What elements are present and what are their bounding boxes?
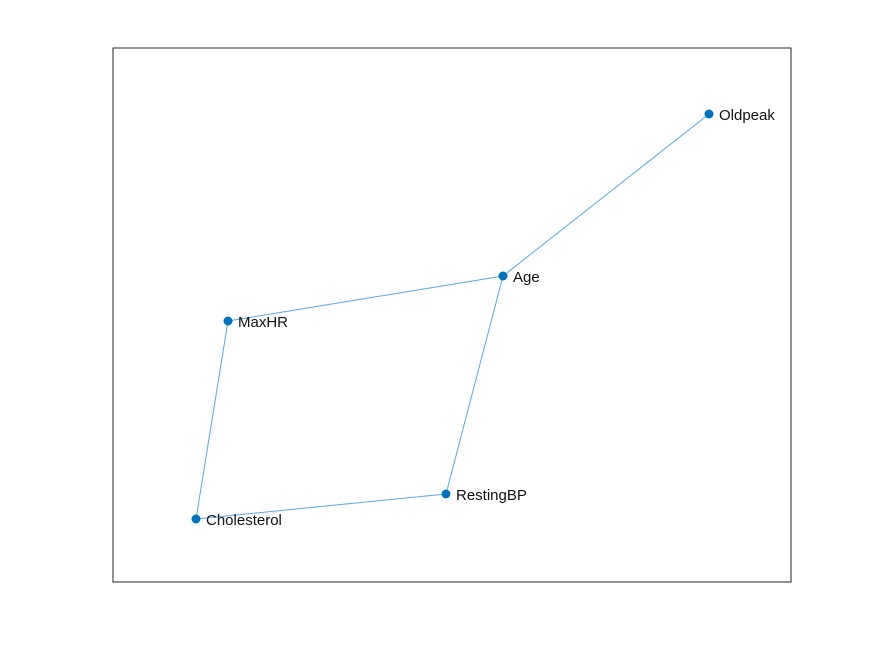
node-restingbp: [441, 489, 451, 499]
axes-box: [112, 47, 792, 583]
labels-layer: Oldpeak Age MaxHR RestingBP Cholesterol: [206, 107, 775, 529]
edge-maxhr-cholesterol: [195, 320, 229, 520]
edge-oldpeak-age: [502, 113, 710, 277]
edge-age-maxhr: [227, 275, 504, 322]
node-cholesterol: [191, 514, 201, 524]
node-label-restingbp: RestingBP: [456, 487, 527, 504]
edge-cholesterol-restingbp: [195, 493, 447, 520]
node-label-age: Age: [513, 269, 540, 286]
node-oldpeak: [704, 109, 714, 119]
node-label-cholesterol: Cholesterol: [206, 512, 282, 529]
node-age: [498, 271, 508, 281]
node-label-maxhr: MaxHR: [238, 314, 288, 331]
node-label-oldpeak: Oldpeak: [719, 107, 775, 124]
edges-layer: [195, 113, 710, 520]
nodes-layer: [191, 109, 714, 524]
node-maxhr: [223, 316, 233, 326]
edge-age-restingbp: [445, 275, 504, 495]
